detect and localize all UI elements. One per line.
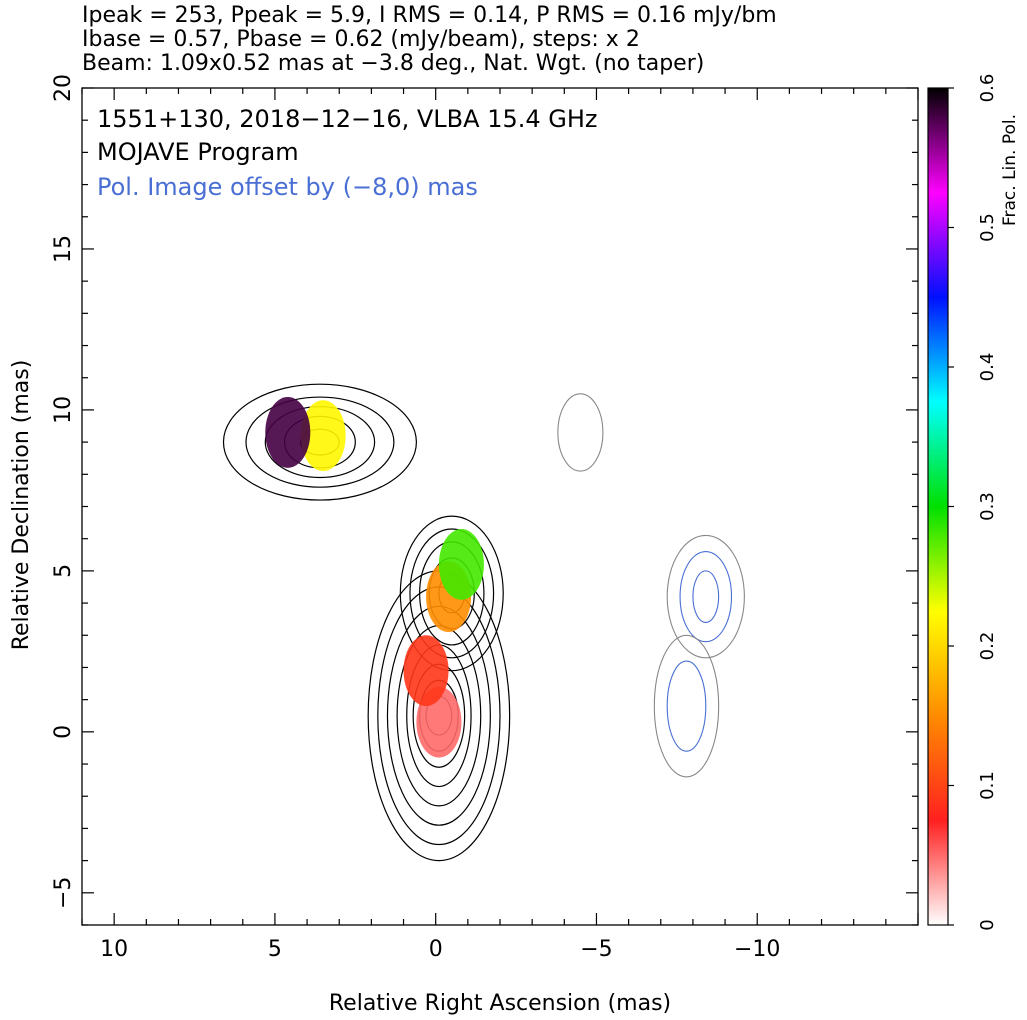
- chart-title-line-1: 1551+130, 2018−12−16, VLBA 15.4 GHz: [97, 105, 598, 133]
- pol-contour: [557, 393, 604, 472]
- header-line-3: Beam: 1.09x0.52 mas at −3.8 deg., Nat. W…: [82, 51, 705, 76]
- x-tick-label: 0: [429, 937, 443, 962]
- y-tick-label: 0: [51, 725, 76, 739]
- y-tick-label: 15: [51, 235, 76, 263]
- y-tick-label: 20: [51, 74, 76, 102]
- colorbar-tick-label: 0.5: [977, 213, 998, 242]
- x-tick-label: −10: [734, 937, 780, 962]
- stokes-i-contour: [222, 383, 418, 501]
- pol-contour: [692, 570, 720, 623]
- pol-contour: [666, 660, 707, 752]
- stokes-i-contour: [399, 515, 504, 672]
- colorbar-tick-label: 0.1: [977, 771, 998, 800]
- y-tick-label: 5: [51, 564, 76, 578]
- colorbar-tick-label: 0.2: [977, 632, 998, 661]
- x-tick-label: −5: [580, 937, 612, 962]
- header-line-1: Ipeak = 253, Ppeak = 5.9, I RMS = 0.14, …: [82, 3, 777, 28]
- plot-frame: [81, 87, 919, 926]
- x-axis-label: Relative Right Ascension (mas): [329, 991, 671, 1016]
- chart-title-line-2: MOJAVE Program: [97, 138, 299, 166]
- frac-pol-region: [438, 529, 484, 600]
- x-tick-label: 10: [100, 937, 128, 962]
- y-axis-label: Relative Declination (mas): [9, 360, 34, 651]
- frac-pol-region: [265, 397, 311, 468]
- pol-offset-note: Pol. Image offset by (−8,0) mas: [97, 173, 478, 201]
- x-tick-label: 5: [268, 937, 282, 962]
- y-tick-label: −5: [51, 877, 76, 909]
- y-tick-label: 10: [51, 396, 76, 424]
- colorbar-tick-label: 0.6: [977, 74, 998, 103]
- colorbar: [927, 87, 949, 926]
- header-line-2: Ibase = 0.57, Pbase = 0.62 (mJy/beam), s…: [82, 27, 640, 52]
- colorbar-tick-label: 0.4: [977, 353, 998, 382]
- colorbar-label: Frac. Lin. Pol.: [1000, 114, 1020, 226]
- pol-contour: [679, 551, 733, 643]
- pol-contour: [666, 534, 745, 659]
- pol-contour: [653, 634, 720, 778]
- colorbar-tick-label: 0: [977, 919, 998, 930]
- colorbar-tick-label: 0.3: [977, 492, 998, 521]
- stokes-i-contour: [409, 528, 495, 659]
- frac-pol-region: [403, 635, 449, 707]
- frac-pol-region: [300, 400, 346, 472]
- stokes-i-contour: [245, 396, 395, 488]
